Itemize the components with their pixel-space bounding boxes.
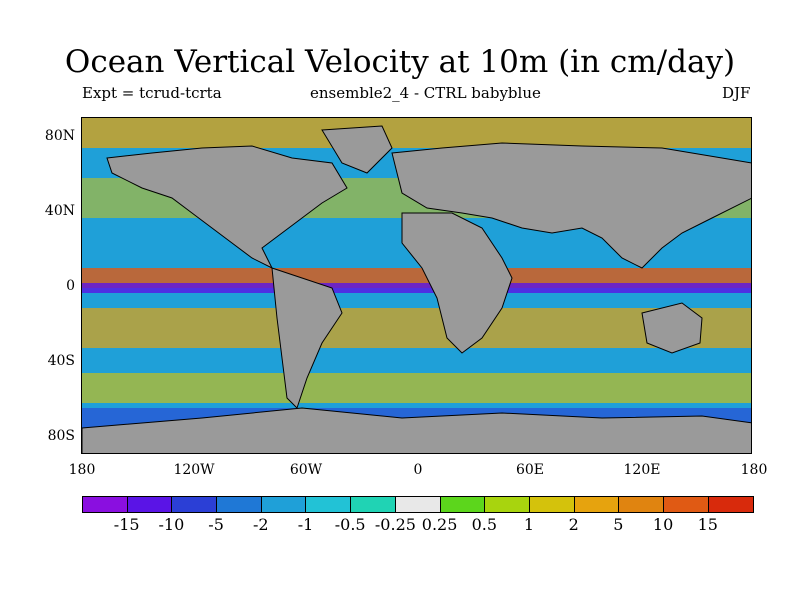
colorbar-swatch	[619, 497, 664, 512]
colorbar-swatch	[708, 497, 754, 512]
colorbar-swatch	[395, 497, 441, 512]
colorbar-swatch	[440, 497, 486, 512]
colorbar-swatch	[485, 497, 530, 512]
colorbar-label: 1	[523, 515, 535, 534]
lat-label: 80S	[47, 428, 75, 444]
colorbar-label: 10	[652, 515, 674, 534]
lon-label: 60E	[515, 462, 545, 478]
ensemble-label: ensemble2_4 - CTRL babyblue	[310, 84, 541, 102]
colorbar-swatch	[217, 497, 262, 512]
colorbar-label: -5	[208, 515, 224, 534]
colorbar-swatch	[127, 497, 173, 512]
colorbar-label: 15	[697, 515, 718, 534]
colorbar-swatch	[172, 497, 218, 512]
lon-label: 0	[413, 462, 423, 478]
colorbar-swatch	[529, 497, 575, 512]
land-mask	[82, 125, 751, 453]
colorbar-swatch	[306, 497, 352, 512]
colorbar-label: -0.5	[334, 515, 366, 534]
colorbar-label: -10	[158, 515, 185, 534]
lon-label: 60W	[289, 462, 323, 478]
colorbar-label: -1	[297, 515, 314, 534]
colorbar-swatch	[83, 497, 128, 512]
lat-label: 40S	[47, 353, 75, 369]
colorbar-swatch	[663, 497, 709, 512]
velocity-field-map	[82, 118, 751, 453]
lon-label: 180	[740, 462, 768, 478]
season-label: DJF	[722, 84, 751, 102]
colorbar-label: -2	[253, 515, 269, 534]
lon-label: 180	[68, 462, 96, 478]
colorbar	[82, 496, 755, 513]
colorbar-swatch	[574, 497, 620, 512]
colorbar-label: 0.25	[421, 515, 458, 534]
experiment-label: Expt = tcrud-tcrta	[82, 84, 222, 102]
colorbar-label: 5	[613, 515, 624, 534]
colorbar-label: -15	[113, 515, 140, 534]
lon-label: 120W	[173, 462, 215, 478]
lat-label: 40N	[44, 203, 75, 219]
lat-label: 0	[66, 278, 75, 294]
lon-label: 120E	[623, 462, 661, 478]
map-title: Ocean Vertical Velocity at 10m (in cm/da…	[64, 44, 736, 80]
map-panel	[81, 117, 752, 454]
colorbar-label: 2	[568, 515, 579, 534]
colorbar-swatch	[261, 497, 307, 512]
colorbar-swatch	[351, 497, 396, 512]
colorbar-label: 0.5	[471, 515, 498, 534]
colorbar-label: -0.25	[374, 515, 416, 534]
lat-label: 80N	[44, 128, 75, 144]
